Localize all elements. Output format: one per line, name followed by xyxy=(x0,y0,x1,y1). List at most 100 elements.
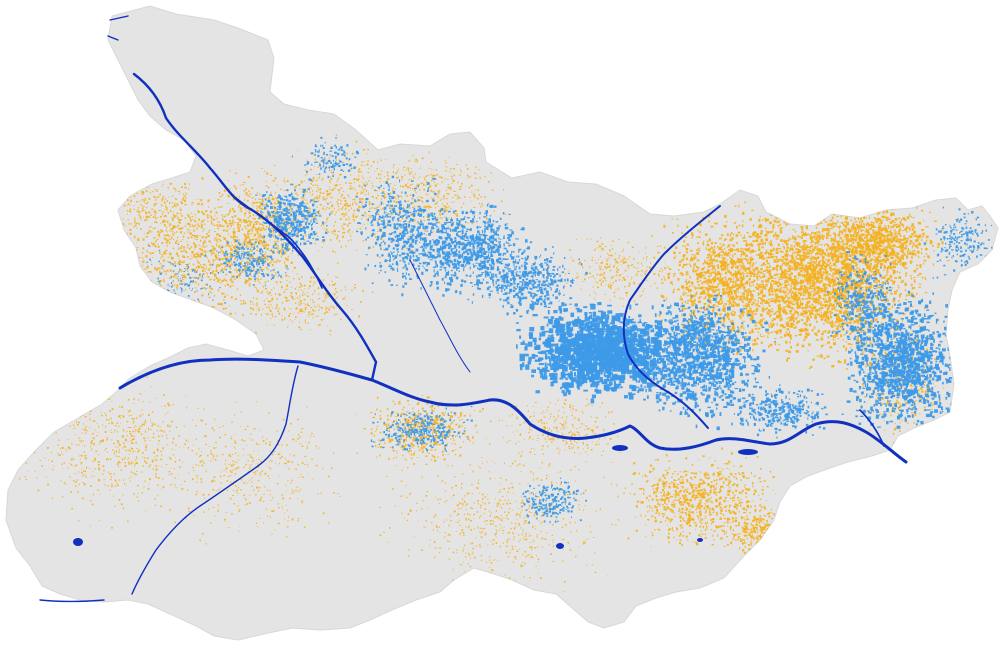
map-patch xyxy=(732,328,734,329)
map-patch xyxy=(190,219,192,221)
map-patch xyxy=(209,291,210,293)
map-patch xyxy=(207,221,209,222)
map-patch xyxy=(879,236,882,238)
map-patch xyxy=(861,352,864,353)
map-patch xyxy=(900,263,902,265)
map-patch xyxy=(241,271,243,273)
map-patch xyxy=(785,310,787,312)
map-patch xyxy=(852,260,855,263)
map-patch xyxy=(725,281,727,283)
map-patch xyxy=(781,273,783,275)
map-patch xyxy=(762,273,764,274)
map-patch xyxy=(202,270,204,272)
map-patch xyxy=(743,292,745,295)
map-patch xyxy=(756,308,759,311)
map-patch xyxy=(896,246,899,247)
map-patch xyxy=(699,296,702,297)
map-patch xyxy=(822,291,825,292)
map-patch xyxy=(747,260,749,261)
map-patch xyxy=(214,274,216,276)
map-patch xyxy=(850,190,852,192)
map-patch xyxy=(167,221,169,223)
map-patch xyxy=(860,246,862,247)
map-patch xyxy=(877,307,880,310)
map-patch xyxy=(812,282,815,285)
map-patch xyxy=(712,305,715,307)
map-patch xyxy=(754,300,756,301)
map-patch xyxy=(886,219,888,221)
map-patch xyxy=(196,308,197,310)
map-patch xyxy=(723,225,725,226)
map-patch xyxy=(733,279,734,280)
map-patch xyxy=(725,307,726,309)
map-patch xyxy=(111,237,112,238)
map-patch xyxy=(681,232,682,234)
map-patch xyxy=(841,215,842,218)
map-patch xyxy=(128,297,129,299)
map-patch xyxy=(907,216,909,219)
map-patch xyxy=(860,252,862,254)
map-patch xyxy=(853,270,855,273)
map-patch xyxy=(246,195,248,196)
map-patch xyxy=(661,295,663,297)
map-patch xyxy=(826,249,827,251)
map-patch xyxy=(797,251,800,253)
map-patch xyxy=(169,242,170,244)
map-patch xyxy=(931,240,932,241)
map-patch xyxy=(853,226,856,227)
map-patch xyxy=(843,224,844,225)
map-patch xyxy=(839,320,842,322)
map-patch xyxy=(176,277,177,278)
map-patch xyxy=(883,250,885,252)
map-patch xyxy=(692,285,694,286)
map-patch xyxy=(708,220,709,222)
map-patch xyxy=(820,290,822,293)
map-patch xyxy=(780,227,782,230)
map-patch xyxy=(205,289,206,290)
map-patch xyxy=(791,293,792,296)
map-patch xyxy=(916,293,917,296)
map-patch xyxy=(735,285,737,286)
map-patch xyxy=(166,229,167,231)
map-patch xyxy=(854,218,855,220)
map-patch xyxy=(836,266,837,268)
map-patch xyxy=(852,235,855,236)
map-patch xyxy=(812,264,815,266)
map-patch xyxy=(825,214,827,217)
map-patch xyxy=(797,258,799,260)
map-patch xyxy=(802,345,805,348)
map-patch xyxy=(189,248,191,250)
map-patch xyxy=(686,274,689,275)
map-patch xyxy=(874,256,876,257)
map-patch xyxy=(776,349,779,351)
map-patch xyxy=(913,270,916,273)
map-patch xyxy=(832,320,833,322)
map-patch xyxy=(899,272,900,274)
map-patch xyxy=(832,335,833,337)
map-patch xyxy=(169,202,170,204)
map-patch xyxy=(184,187,186,189)
map-patch xyxy=(168,257,170,258)
map-patch xyxy=(791,279,793,282)
map-patch xyxy=(796,288,797,290)
map-patch xyxy=(726,288,728,291)
map-patch xyxy=(899,233,901,235)
map-patch xyxy=(269,262,271,264)
map-patch xyxy=(265,288,267,289)
map-patch xyxy=(808,297,811,299)
map-patch xyxy=(800,315,801,316)
map-patch xyxy=(224,216,226,217)
map-patch xyxy=(205,242,206,244)
map-patch xyxy=(751,295,753,298)
map-patch xyxy=(746,295,748,298)
map-patch xyxy=(786,240,788,243)
map-patch xyxy=(895,266,896,268)
map-patch xyxy=(757,288,759,290)
map-patch xyxy=(166,227,168,228)
map-patch xyxy=(143,238,145,240)
map-patch xyxy=(682,245,684,246)
map-patch xyxy=(819,309,820,311)
map-patch xyxy=(187,241,188,242)
map-patch xyxy=(170,183,172,185)
map-patch xyxy=(743,265,745,268)
